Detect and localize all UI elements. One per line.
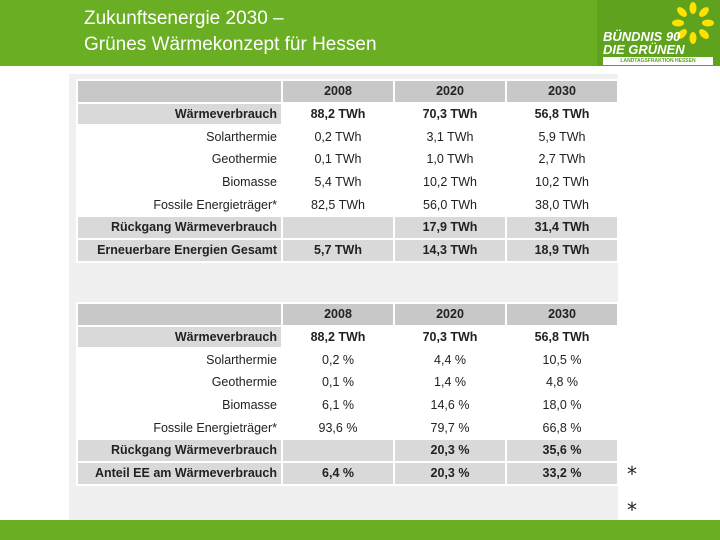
table-header-row: 2008 2020 2030 [76, 79, 619, 104]
table-row: Solarthermie 0,2 TWh 3,1 TWh 5,9 TWh [76, 124, 619, 150]
value-cell: 10,2 TWh [505, 169, 619, 195]
value-cell: 1,0 TWh [393, 147, 507, 172]
row-label: Biomasse [76, 392, 283, 418]
value-cell: 35,6 % [505, 438, 619, 463]
table-row: Fossile Energieträger* 93,6 % 79,7 % 66,… [76, 415, 619, 441]
value-cell: 17,9 TWh [393, 215, 507, 240]
energy-table-percent: 2008 2020 2030 Wärmeverbrauch 88,2 TWh 7… [76, 302, 619, 486]
value-cell: 66,8 % [505, 415, 619, 441]
table-row: Geothermie 0,1 % 1,4 % 4,8 % [76, 370, 619, 395]
row-label: Rückgang Wärmeverbrauch [76, 215, 283, 240]
table-row-summary: Erneuerbare Energien Gesamt 5,7 TWh 14,3… [76, 237, 619, 263]
table-row: Solarthermie 0,2 % 4,4 % 10,5 % [76, 347, 619, 373]
row-label: Wärmeverbrauch [76, 101, 283, 127]
row-label: Solarthermie [76, 347, 283, 373]
value-cell: 20,3 % [393, 460, 507, 486]
value-cell: 88,2 TWh [281, 101, 395, 127]
table-header-cell [76, 79, 283, 104]
row-label: Geothermie [76, 147, 283, 172]
page-title-line2: Grünes Wärmekonzept für Hessen [84, 34, 377, 55]
value-cell: 56,8 TWh [505, 324, 619, 350]
row-label: Anteil EE am Wärmeverbrauch [76, 460, 283, 486]
value-cell: 38,0 TWh [505, 192, 619, 218]
table-header-cell: 2008 [281, 79, 395, 104]
value-cell: 56,0 TWh [393, 192, 507, 218]
logo-text-line1: BÜNDNIS 90 [603, 29, 681, 44]
value-cell: 1,4 % [393, 370, 507, 395]
row-label: Biomasse [76, 169, 283, 195]
row-label: Geothermie [76, 370, 283, 395]
table-row: Biomasse 5,4 TWh 10,2 TWh 10,2 TWh [76, 169, 619, 195]
value-cell [281, 438, 395, 463]
table-row: Wärmeverbrauch 88,2 TWh 70,3 TWh 56,8 TW… [76, 101, 619, 127]
value-cell: 5,9 TWh [505, 124, 619, 150]
table-row-summary: Anteil EE am Wärmeverbrauch 6,4 % 20,3 %… [76, 460, 619, 486]
value-cell: 0,1 % [281, 370, 395, 395]
value-cell: 56,8 TWh [505, 101, 619, 127]
value-cell: 3,1 TWh [393, 124, 507, 150]
page-title-line1: Zukunftsenergie 2030 – [84, 8, 284, 29]
sunflower-icon [672, 2, 714, 44]
row-label: Rückgang Wärmeverbrauch [76, 438, 283, 463]
page-title: Zukunftsenergie 2030 – Grünes Wärmekonze… [84, 6, 377, 58]
table-row: Geothermie 0,1 TWh 1,0 TWh 2,7 TWh [76, 147, 619, 172]
row-label: Wärmeverbrauch [76, 324, 283, 350]
table-header-cell [76, 302, 283, 327]
value-cell: 14,6 % [393, 392, 507, 418]
table-header-cell: 2030 [505, 302, 619, 327]
value-cell: 0,2 % [281, 347, 395, 373]
value-cell: 14,3 TWh [393, 237, 507, 263]
value-cell: 70,3 TWh [393, 101, 507, 127]
value-cell: 70,3 TWh [393, 324, 507, 350]
table-header-cell: 2030 [505, 79, 619, 104]
table-row: Fossile Energieträger* 82,5 TWh 56,0 TWh… [76, 192, 619, 218]
footnote-marker: * [627, 462, 637, 486]
value-cell: 93,6 % [281, 415, 395, 441]
footer-bar [0, 520, 720, 540]
logo-text-line2: DIE GRÜNEN [603, 42, 685, 57]
value-cell: 2,7 TWh [505, 147, 619, 172]
value-cell: 18,0 % [505, 392, 619, 418]
value-cell: 20,3 % [393, 438, 507, 463]
value-cell: 5,4 TWh [281, 169, 395, 195]
value-cell: 0,1 TWh [281, 147, 395, 172]
row-label: Solarthermie [76, 124, 283, 150]
value-cell: 6,4 % [281, 460, 395, 486]
logo-tagline: LANDTAGSFRAKTION HESSEN [603, 57, 713, 65]
table-header-cell: 2020 [393, 302, 507, 327]
table-row: Biomasse 6,1 % 14,6 % 18,0 % [76, 392, 619, 418]
table-header-cell: 2020 [393, 79, 507, 104]
table-row-summary: Rückgang Wärmeverbrauch 20,3 % 35,6 % [76, 438, 619, 463]
row-label: Fossile Energieträger* [76, 415, 283, 441]
value-cell: 0,2 TWh [281, 124, 395, 150]
row-label: Fossile Energieträger* [76, 192, 283, 218]
table-row: Wärmeverbrauch 88,2 TWh 70,3 TWh 56,8 TW… [76, 324, 619, 350]
table-row-summary: Rückgang Wärmeverbrauch 17,9 TWh 31,4 TW… [76, 215, 619, 240]
value-cell: 4,4 % [393, 347, 507, 373]
value-cell: 79,7 % [393, 415, 507, 441]
footnote-marker: * [627, 498, 637, 522]
party-logo: BÜNDNIS 90 DIE GRÜNEN LANDTAGSFRAKTION H… [597, 0, 720, 66]
energy-table-twh: 2008 2020 2030 Wärmeverbrauch 88,2 TWh 7… [76, 79, 619, 263]
value-cell: 5,7 TWh [281, 237, 395, 263]
value-cell: 33,2 % [505, 460, 619, 486]
row-label: Erneuerbare Energien Gesamt [76, 237, 283, 263]
value-cell: 6,1 % [281, 392, 395, 418]
value-cell: 4,8 % [505, 370, 619, 395]
value-cell: 82,5 TWh [281, 192, 395, 218]
table-header-cell: 2008 [281, 302, 395, 327]
value-cell: 10,2 TWh [393, 169, 507, 195]
value-cell: 18,9 TWh [505, 237, 619, 263]
value-cell [281, 215, 395, 240]
value-cell: 88,2 TWh [281, 324, 395, 350]
value-cell: 10,5 % [505, 347, 619, 373]
table-header-row: 2008 2020 2030 [76, 302, 619, 327]
value-cell: 31,4 TWh [505, 215, 619, 240]
